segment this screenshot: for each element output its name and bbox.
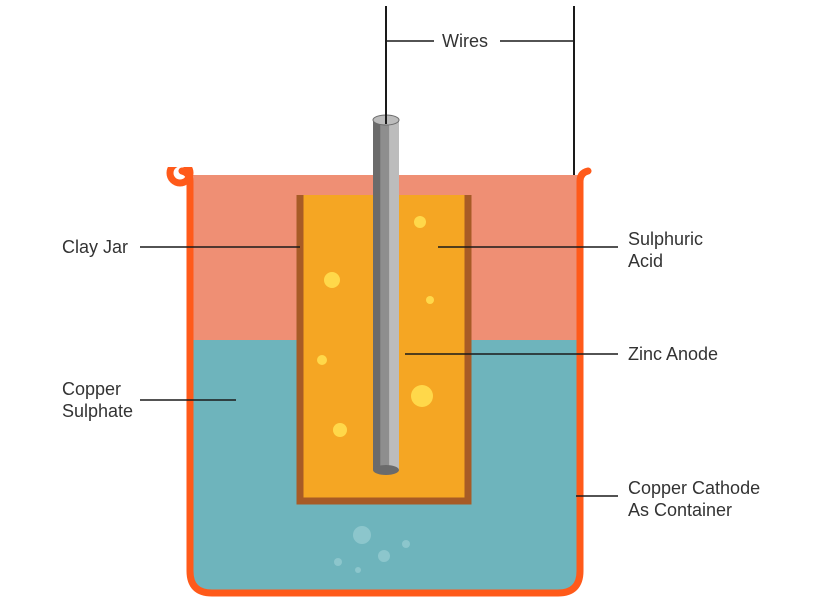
label-text: Sulphuric xyxy=(628,229,703,249)
zinc-anode xyxy=(373,115,399,475)
label-text: Sulphate xyxy=(62,401,133,421)
daniell-cell-diagram: Wires Clay Jar SulphuricAcid Zinc Anode Copp… xyxy=(0,0,816,616)
bubble xyxy=(334,558,342,566)
label-text: Copper Cathode xyxy=(628,478,760,498)
bubble xyxy=(353,526,371,544)
acid-bubble xyxy=(414,216,426,228)
label-text: Zinc Anode xyxy=(628,344,718,364)
label-text: As Container xyxy=(628,500,732,520)
label-text: Clay Jar xyxy=(62,237,128,257)
bubble xyxy=(402,540,410,548)
acid-bubble xyxy=(426,296,434,304)
acid-bubble xyxy=(324,272,340,288)
label-text: Wires xyxy=(442,31,488,51)
acid-bubble xyxy=(411,385,433,407)
bubble xyxy=(355,567,361,573)
acid-bubble xyxy=(333,423,347,437)
acid-bubble xyxy=(317,355,327,365)
zinc-anode-highlight xyxy=(389,120,399,470)
zinc-anode-shade xyxy=(373,120,380,470)
zinc-anode-bottom xyxy=(373,465,399,475)
bubble xyxy=(378,550,390,562)
label-text: Acid xyxy=(628,251,663,271)
label-text: Copper xyxy=(62,379,121,399)
